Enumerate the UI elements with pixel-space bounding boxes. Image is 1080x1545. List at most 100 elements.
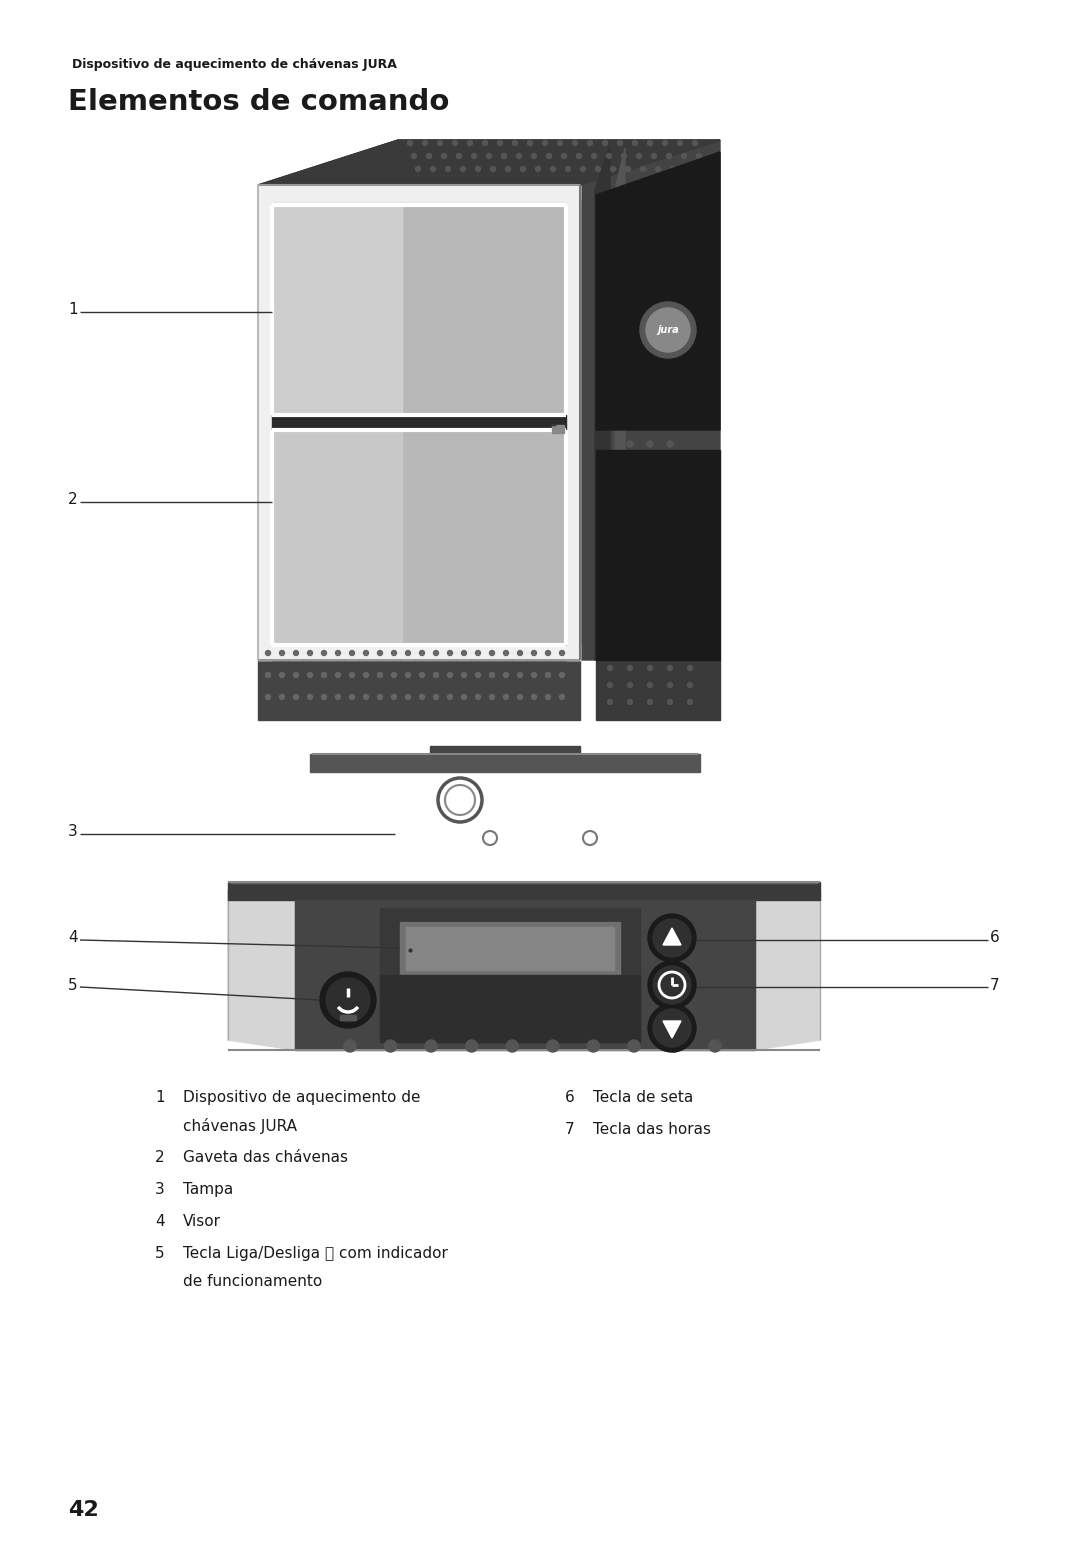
Circle shape <box>447 650 453 655</box>
Circle shape <box>651 153 657 159</box>
Circle shape <box>648 700 652 705</box>
Circle shape <box>627 683 633 688</box>
Circle shape <box>646 307 690 352</box>
Text: 5: 5 <box>156 1245 164 1261</box>
Text: 2: 2 <box>68 493 78 507</box>
Circle shape <box>677 141 683 145</box>
Circle shape <box>457 153 461 159</box>
Circle shape <box>551 167 555 171</box>
Circle shape <box>308 695 312 700</box>
Circle shape <box>280 650 284 655</box>
Text: Elementos de comando: Elementos de comando <box>68 88 449 116</box>
Circle shape <box>490 167 496 171</box>
Text: Gaveta das chávenas: Gaveta das chávenas <box>183 1149 348 1165</box>
Polygon shape <box>755 890 820 1051</box>
Polygon shape <box>663 929 681 946</box>
Text: 4: 4 <box>68 930 78 946</box>
Circle shape <box>345 1040 356 1052</box>
Circle shape <box>427 153 432 159</box>
Circle shape <box>505 167 511 171</box>
Circle shape <box>465 1040 477 1052</box>
Circle shape <box>489 650 495 655</box>
Polygon shape <box>258 644 580 720</box>
Circle shape <box>647 357 653 363</box>
Text: 7: 7 <box>990 978 1000 992</box>
Polygon shape <box>258 185 580 199</box>
Circle shape <box>461 695 467 700</box>
Polygon shape <box>258 185 272 660</box>
Text: Tampa: Tampa <box>183 1182 233 1197</box>
Circle shape <box>475 695 481 700</box>
Circle shape <box>566 167 570 171</box>
Text: 4: 4 <box>156 1214 164 1228</box>
Circle shape <box>603 141 607 145</box>
Circle shape <box>653 966 691 1004</box>
Circle shape <box>701 167 705 171</box>
Circle shape <box>391 650 396 655</box>
Circle shape <box>461 672 467 678</box>
Circle shape <box>627 581 633 587</box>
Circle shape <box>308 650 312 655</box>
Circle shape <box>422 141 428 145</box>
Text: 5: 5 <box>68 978 78 992</box>
Circle shape <box>708 1040 721 1052</box>
Circle shape <box>326 978 370 1021</box>
Circle shape <box>627 301 633 307</box>
Circle shape <box>531 153 537 159</box>
Circle shape <box>618 141 622 145</box>
Circle shape <box>667 609 673 615</box>
Circle shape <box>320 972 376 1027</box>
Polygon shape <box>596 151 720 430</box>
Circle shape <box>588 1040 599 1052</box>
Text: 3: 3 <box>68 825 78 839</box>
Circle shape <box>336 672 340 678</box>
Circle shape <box>294 695 298 700</box>
Polygon shape <box>258 141 720 185</box>
Circle shape <box>446 167 450 171</box>
Bar <box>340 1015 356 1020</box>
Circle shape <box>595 167 600 171</box>
Circle shape <box>486 153 491 159</box>
Circle shape <box>447 695 453 700</box>
Circle shape <box>557 141 563 145</box>
Circle shape <box>667 666 673 671</box>
Circle shape <box>667 683 673 688</box>
Text: Visor: Visor <box>183 1214 221 1228</box>
Circle shape <box>350 650 354 655</box>
Polygon shape <box>272 430 566 644</box>
Polygon shape <box>272 205 402 416</box>
Circle shape <box>453 141 458 145</box>
Circle shape <box>527 141 532 145</box>
Circle shape <box>503 695 509 700</box>
Circle shape <box>647 553 653 559</box>
Polygon shape <box>380 975 640 1041</box>
Circle shape <box>647 440 653 447</box>
Circle shape <box>667 385 673 391</box>
Circle shape <box>513 141 517 145</box>
Circle shape <box>433 672 438 678</box>
Circle shape <box>447 672 453 678</box>
Circle shape <box>364 672 368 678</box>
Circle shape <box>581 167 585 171</box>
Circle shape <box>503 650 509 655</box>
Circle shape <box>407 141 413 145</box>
Circle shape <box>627 470 633 474</box>
Text: 2: 2 <box>156 1149 164 1165</box>
Circle shape <box>607 666 612 671</box>
Polygon shape <box>595 145 610 660</box>
Polygon shape <box>258 141 720 185</box>
Polygon shape <box>258 185 580 660</box>
Circle shape <box>489 672 495 678</box>
Circle shape <box>592 153 596 159</box>
Circle shape <box>559 695 565 700</box>
Circle shape <box>627 216 633 222</box>
Circle shape <box>692 141 698 145</box>
Circle shape <box>647 385 653 391</box>
Circle shape <box>531 672 537 678</box>
Circle shape <box>607 153 611 159</box>
Circle shape <box>531 695 537 700</box>
Text: jura: jura <box>657 324 679 335</box>
Circle shape <box>627 666 633 671</box>
Text: Tecla de seta: Tecla de seta <box>593 1091 693 1105</box>
Circle shape <box>667 440 673 447</box>
